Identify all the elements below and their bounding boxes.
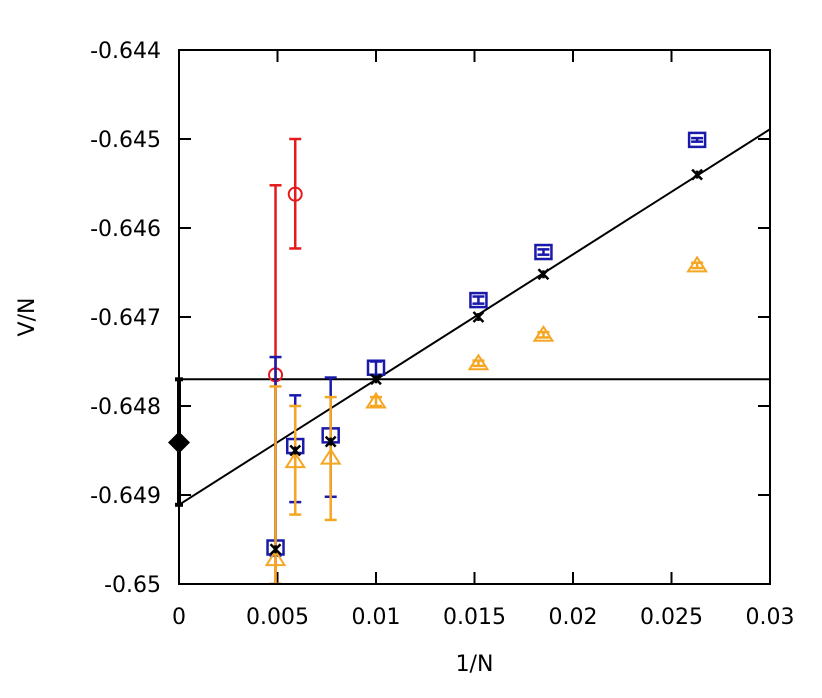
triangle-marker [467, 353, 490, 371]
star-marker [472, 311, 485, 323]
x-tick-label: 0.03 [746, 605, 795, 630]
triangle-marker [365, 391, 387, 409]
y-tick-label: -0.647 [90, 306, 161, 331]
triangle-marker [284, 451, 307, 469]
plot-frame [178, 49, 771, 585]
series-circle [268, 137, 303, 584]
star-marker [370, 373, 382, 386]
series-star [269, 168, 703, 556]
star-marker [289, 444, 302, 457]
series-triangle [264, 255, 708, 584]
square-marker [534, 243, 553, 261]
y-tick-label: -0.648 [90, 395, 161, 420]
x-tick-label: 0.01 [352, 605, 401, 630]
y-axis-label: V/N [15, 298, 40, 337]
star-marker [537, 268, 550, 281]
square-marker [687, 131, 707, 149]
square-marker [366, 359, 386, 376]
triangle-marker [319, 447, 342, 465]
x-axis-label: 1/N [456, 652, 494, 677]
series-square [266, 131, 707, 557]
triangle-marker [264, 549, 287, 567]
y-tick-label: -0.646 [90, 217, 161, 242]
diamond-marker [168, 431, 190, 454]
fit-line [179, 128, 770, 506]
data-points [264, 131, 708, 584]
y-tick-label: -0.65 [104, 573, 161, 598]
axis-ticks: 0 0.005 0.01 0.015 0.02 0.025 0.03 -0.65 -0.649 -… [90, 39, 794, 630]
star-marker [691, 168, 703, 181]
x-tick-label: 0.025 [640, 605, 703, 630]
x-tick-label: 0.02 [549, 605, 598, 630]
fit-lines [179, 128, 770, 506]
y-tick-label: -0.644 [90, 39, 161, 64]
square-marker [469, 291, 488, 309]
circle-marker [287, 186, 303, 202]
star-marker [269, 543, 282, 556]
x-tick-label: 0.005 [246, 605, 309, 630]
y-tick-label: -0.649 [90, 484, 161, 509]
y-tick-label: -0.645 [90, 128, 161, 153]
star-marker [324, 435, 337, 448]
extrapolated-layer [168, 377, 190, 507]
triangle-marker [532, 324, 555, 342]
x-tick-label: 0 [172, 605, 186, 630]
x-tick-label: 0.015 [443, 605, 506, 630]
triangle-marker [686, 255, 708, 273]
